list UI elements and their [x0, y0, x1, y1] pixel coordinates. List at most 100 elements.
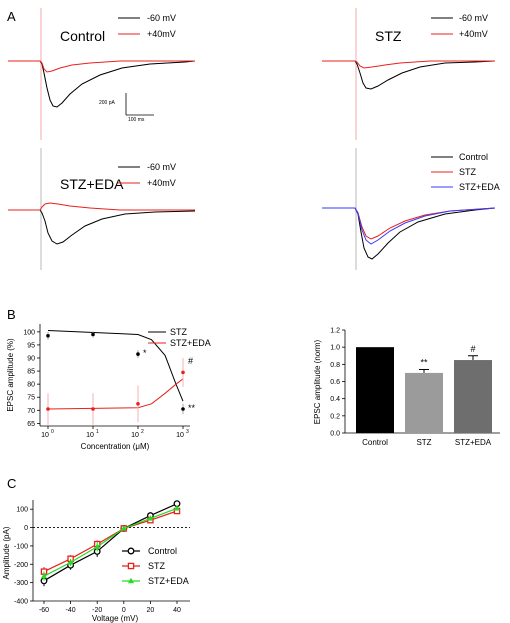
panel-label-c: C [7, 476, 16, 491]
data-point [91, 332, 95, 337]
category-label: Control [362, 438, 388, 447]
y-tick-label: -100 [14, 543, 28, 550]
trace-panel-overlay: Control STZ STZ+EDA [322, 148, 500, 270]
significance-mark: ** [188, 403, 196, 413]
significance-mark: # [188, 356, 193, 366]
series-line [43, 510, 178, 573]
y-axis-label: Amplitude (pA) [2, 526, 11, 579]
fit-curve [47, 330, 184, 402]
legend-label-pos40: +40mV [147, 29, 176, 39]
y-tick-label: 0.4 [330, 396, 340, 403]
legend-label: Control [148, 546, 177, 556]
trace-panel-title: Control [60, 28, 105, 44]
y-tick-label: 65 [27, 421, 35, 428]
series-line [43, 503, 178, 582]
x-tick-label: 20 [147, 607, 155, 614]
data-point [181, 407, 185, 411]
trace-control [322, 207, 496, 260]
panel-label-a: A [7, 9, 16, 24]
y-tick-label: 70 [27, 408, 35, 415]
data-point [147, 515, 154, 521]
y-tick-label: 0 [24, 525, 28, 532]
legend-label-control: Control [459, 152, 488, 162]
legend-label: STZ [148, 561, 166, 571]
data-point [41, 573, 47, 579]
x-tick-label: 40 [173, 607, 181, 614]
x-tick-exponent: 0 [51, 429, 54, 435]
bar [356, 347, 394, 433]
y-tick-label: 0.2 [330, 413, 340, 420]
data-point [128, 577, 134, 584]
bar [405, 372, 443, 433]
x-tick-label: -40 [66, 607, 76, 614]
y-tick-label: -200 [14, 562, 28, 569]
y-tick-label: 100 [23, 329, 35, 336]
y-axis-label: EPSC amplitude (norm) [313, 339, 322, 424]
trace-panel-control: Control -60 mV +40mV 200 pA 100 ms [8, 8, 196, 140]
y-tick-label: 85 [27, 369, 35, 376]
scale-bar-time: 100 ms [128, 117, 145, 123]
significance-mark: ** [420, 357, 428, 367]
data-point [127, 562, 135, 570]
x-tick-label: -20 [92, 607, 102, 614]
trace-stz [322, 207, 496, 240]
x-axis-label: Concentration (μM) [81, 442, 150, 451]
x-tick-label: 10 [176, 432, 184, 439]
legend-label-stz-eda: STZ+EDA [459, 182, 500, 192]
x-axis-label: Voltage (mV) [92, 614, 139, 623]
x-tick-label: -60 [39, 607, 49, 614]
y-tick-label: 0.8 [330, 362, 340, 369]
data-point [120, 525, 127, 531]
y-axis-label: EPSC amplitude (%) [6, 338, 15, 412]
scale-bar-amplitude: 200 pA [99, 100, 116, 106]
significance-mark: * [143, 348, 147, 358]
trace-neg60 [8, 209, 196, 245]
trace-neg60 [8, 60, 196, 108]
legend-label-neg60: -60 mV [147, 13, 176, 23]
x-tick-exponent: 3 [186, 429, 189, 435]
x-tick-label: 0 [122, 607, 126, 614]
data-point [127, 547, 135, 555]
trace-stz-eda [322, 207, 496, 245]
data-point [136, 401, 140, 406]
normalized-bar-chart: 0.0 0.2 0.4 0.6 0.8 1.0 1.2 EPSC amplitude (no… [313, 328, 500, 447]
data-point [91, 407, 95, 411]
trace-neg60 [322, 60, 496, 90]
trace-panel-stz-eda: STZ+EDA -60 mV +40mV [8, 148, 196, 270]
y-tick-label: -400 [14, 599, 28, 606]
category-label: STZ [416, 438, 431, 447]
legend-label-neg60: -60 mV [459, 13, 488, 23]
y-tick-label: 100 [16, 507, 28, 514]
x-tick-exponent: 1 [96, 429, 99, 435]
legend-label-stz: STZ [170, 327, 188, 337]
y-tick-label: 90 [27, 356, 35, 363]
x-tick-label: 10 [131, 432, 139, 439]
data-point [46, 407, 50, 411]
y-tick-label: 75 [27, 395, 35, 402]
x-tick-exponent: 2 [141, 429, 144, 435]
data-point [174, 505, 180, 511]
x-tick-label: 10 [86, 432, 94, 439]
legend-label-stz: STZ [459, 167, 477, 177]
trace-panel-title: STZ+EDA [60, 176, 124, 192]
data-point [94, 543, 101, 550]
y-tick-label: 1.2 [330, 328, 340, 335]
y-tick-label: 0.6 [330, 379, 340, 386]
data-point [181, 370, 185, 375]
y-tick-label: 80 [27, 382, 35, 389]
legend-label-pos40: +40mV [459, 29, 488, 39]
y-tick-label: 0.0 [330, 431, 340, 438]
significance-mark: # [470, 344, 475, 354]
trace-pos40 [8, 202, 195, 211]
y-tick-label: 1.0 [330, 345, 340, 352]
panel-label-b: B [7, 307, 16, 322]
y-tick-label: 95 [27, 342, 35, 349]
data-point [136, 352, 140, 356]
series-line [43, 507, 178, 577]
trace-panel-stz: STZ -60 mV +40mV [322, 8, 496, 140]
data-point [67, 559, 74, 565]
trace-pos40 [322, 60, 495, 69]
trace-panel-title: STZ [375, 28, 402, 44]
